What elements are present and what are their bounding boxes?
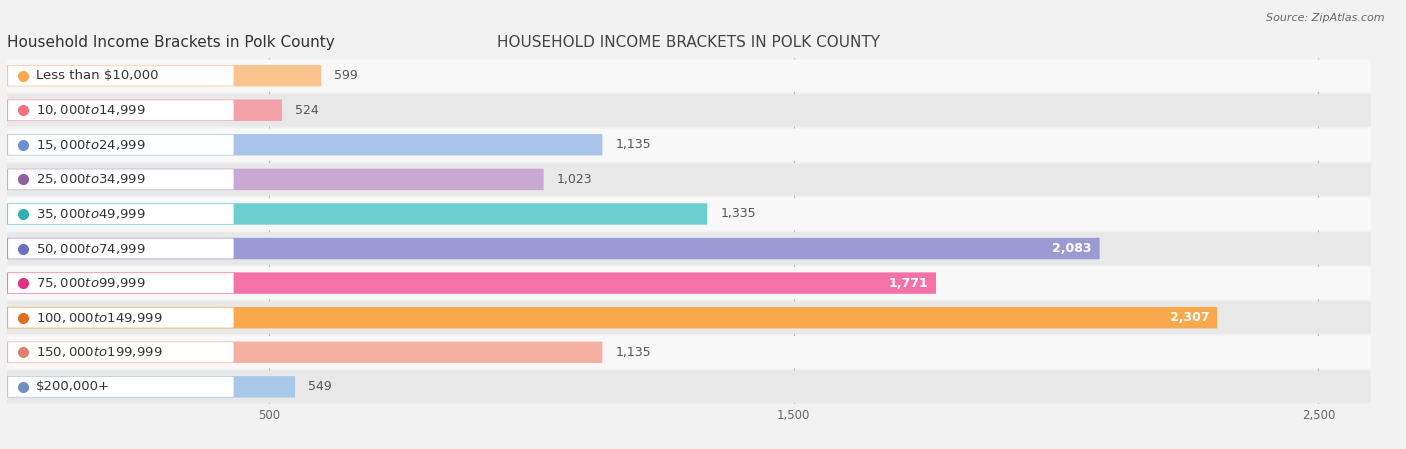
Text: 1,135: 1,135 <box>616 346 651 359</box>
FancyBboxPatch shape <box>7 267 1371 299</box>
FancyBboxPatch shape <box>8 135 233 155</box>
FancyBboxPatch shape <box>8 342 233 362</box>
Text: 1,771: 1,771 <box>889 277 928 290</box>
FancyBboxPatch shape <box>7 198 1371 230</box>
Title: HOUSEHOLD INCOME BRACKETS IN POLK COUNTY: HOUSEHOLD INCOME BRACKETS IN POLK COUNTY <box>498 35 880 50</box>
Text: Less than $10,000: Less than $10,000 <box>37 69 159 82</box>
Text: $35,000 to $49,999: $35,000 to $49,999 <box>37 207 146 221</box>
Text: $25,000 to $34,999: $25,000 to $34,999 <box>37 172 146 186</box>
Text: 1,023: 1,023 <box>557 173 592 186</box>
Text: Household Income Brackets in Polk County: Household Income Brackets in Polk County <box>7 35 335 50</box>
FancyBboxPatch shape <box>8 377 233 397</box>
Text: $15,000 to $24,999: $15,000 to $24,999 <box>37 138 146 152</box>
FancyBboxPatch shape <box>7 376 295 397</box>
FancyBboxPatch shape <box>7 65 321 86</box>
FancyBboxPatch shape <box>7 342 602 363</box>
FancyBboxPatch shape <box>7 169 544 190</box>
FancyBboxPatch shape <box>8 308 233 328</box>
FancyBboxPatch shape <box>7 94 1371 127</box>
FancyBboxPatch shape <box>7 336 1371 369</box>
Text: $200,000+: $200,000+ <box>37 380 110 393</box>
Text: 524: 524 <box>295 104 319 117</box>
FancyBboxPatch shape <box>7 134 602 155</box>
FancyBboxPatch shape <box>7 203 707 224</box>
FancyBboxPatch shape <box>8 66 233 86</box>
Text: $100,000 to $149,999: $100,000 to $149,999 <box>37 311 163 325</box>
Text: 549: 549 <box>308 380 332 393</box>
FancyBboxPatch shape <box>8 100 233 120</box>
FancyBboxPatch shape <box>7 59 1371 92</box>
Text: 2,083: 2,083 <box>1052 242 1092 255</box>
Text: 599: 599 <box>335 69 359 82</box>
Text: $50,000 to $74,999: $50,000 to $74,999 <box>37 242 146 255</box>
Text: $10,000 to $14,999: $10,000 to $14,999 <box>37 103 146 117</box>
FancyBboxPatch shape <box>7 370 1371 403</box>
FancyBboxPatch shape <box>7 100 281 121</box>
FancyBboxPatch shape <box>7 301 1371 334</box>
Text: 1,335: 1,335 <box>720 207 756 220</box>
FancyBboxPatch shape <box>7 307 1218 328</box>
FancyBboxPatch shape <box>7 273 936 294</box>
Text: Source: ZipAtlas.com: Source: ZipAtlas.com <box>1267 13 1385 23</box>
FancyBboxPatch shape <box>7 232 1371 265</box>
FancyBboxPatch shape <box>8 273 233 293</box>
Text: 1,135: 1,135 <box>616 138 651 151</box>
Text: $75,000 to $99,999: $75,000 to $99,999 <box>37 276 146 290</box>
FancyBboxPatch shape <box>7 163 1371 196</box>
Text: $150,000 to $199,999: $150,000 to $199,999 <box>37 345 163 359</box>
FancyBboxPatch shape <box>8 169 233 189</box>
FancyBboxPatch shape <box>8 238 233 259</box>
Text: 2,307: 2,307 <box>1170 311 1209 324</box>
FancyBboxPatch shape <box>7 238 1099 259</box>
FancyBboxPatch shape <box>7 128 1371 161</box>
FancyBboxPatch shape <box>8 204 233 224</box>
